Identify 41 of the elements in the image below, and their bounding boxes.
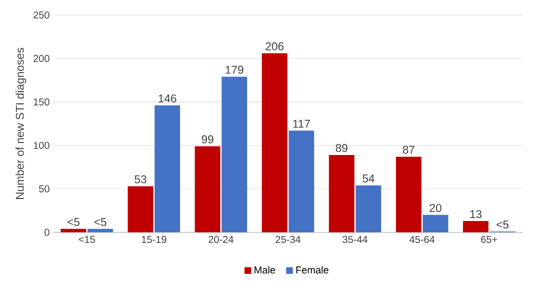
bar [262,53,288,232]
data-label: <5 [496,220,509,229]
data-label: 89 [336,144,348,152]
bar [462,221,488,232]
data-label: 179 [226,66,244,74]
x-tick-label: 20-24 [208,236,234,244]
x-tick-label: 15-19 [142,236,166,244]
data-label: <5 [94,218,106,226]
data-label: 54 [362,174,374,182]
bar [128,186,154,232]
y-tick-label: 250 [34,11,50,19]
data-label: 87 [402,146,414,154]
x-tick-label: 35-44 [342,236,368,244]
y-tick-label: 200 [34,54,50,62]
bar [154,105,180,232]
bar [328,154,354,232]
legend-label: Female [296,266,328,274]
data-label: 206 [266,42,284,50]
y-tick-label: 50 [39,185,50,192]
bar [422,214,448,232]
bar [222,76,248,232]
data-label: 53 [134,175,146,184]
bar [396,156,422,232]
x-tick-label: 45-64 [410,236,435,244]
data-label: 13 [470,210,482,218]
data-label: 20 [430,204,442,212]
y-tick-label: 0 [44,228,50,236]
data-label: 117 [293,120,310,128]
bar [194,146,220,232]
y-axis-title: Number of new STI diagnoses [16,48,26,199]
x-tick-label: 65+ [481,236,498,244]
y-tick-label: 150 [34,98,50,106]
data-label: <5 [68,218,80,226]
y-tick-label: 100 [34,142,50,149]
legend-label: Male [254,266,276,274]
x-tick-label: <15 [78,236,95,243]
bar [288,130,314,232]
bar [356,185,382,232]
data-label: 99 [202,135,214,144]
x-tick-label: 25-34 [276,236,300,244]
data-label: 146 [158,94,176,102]
